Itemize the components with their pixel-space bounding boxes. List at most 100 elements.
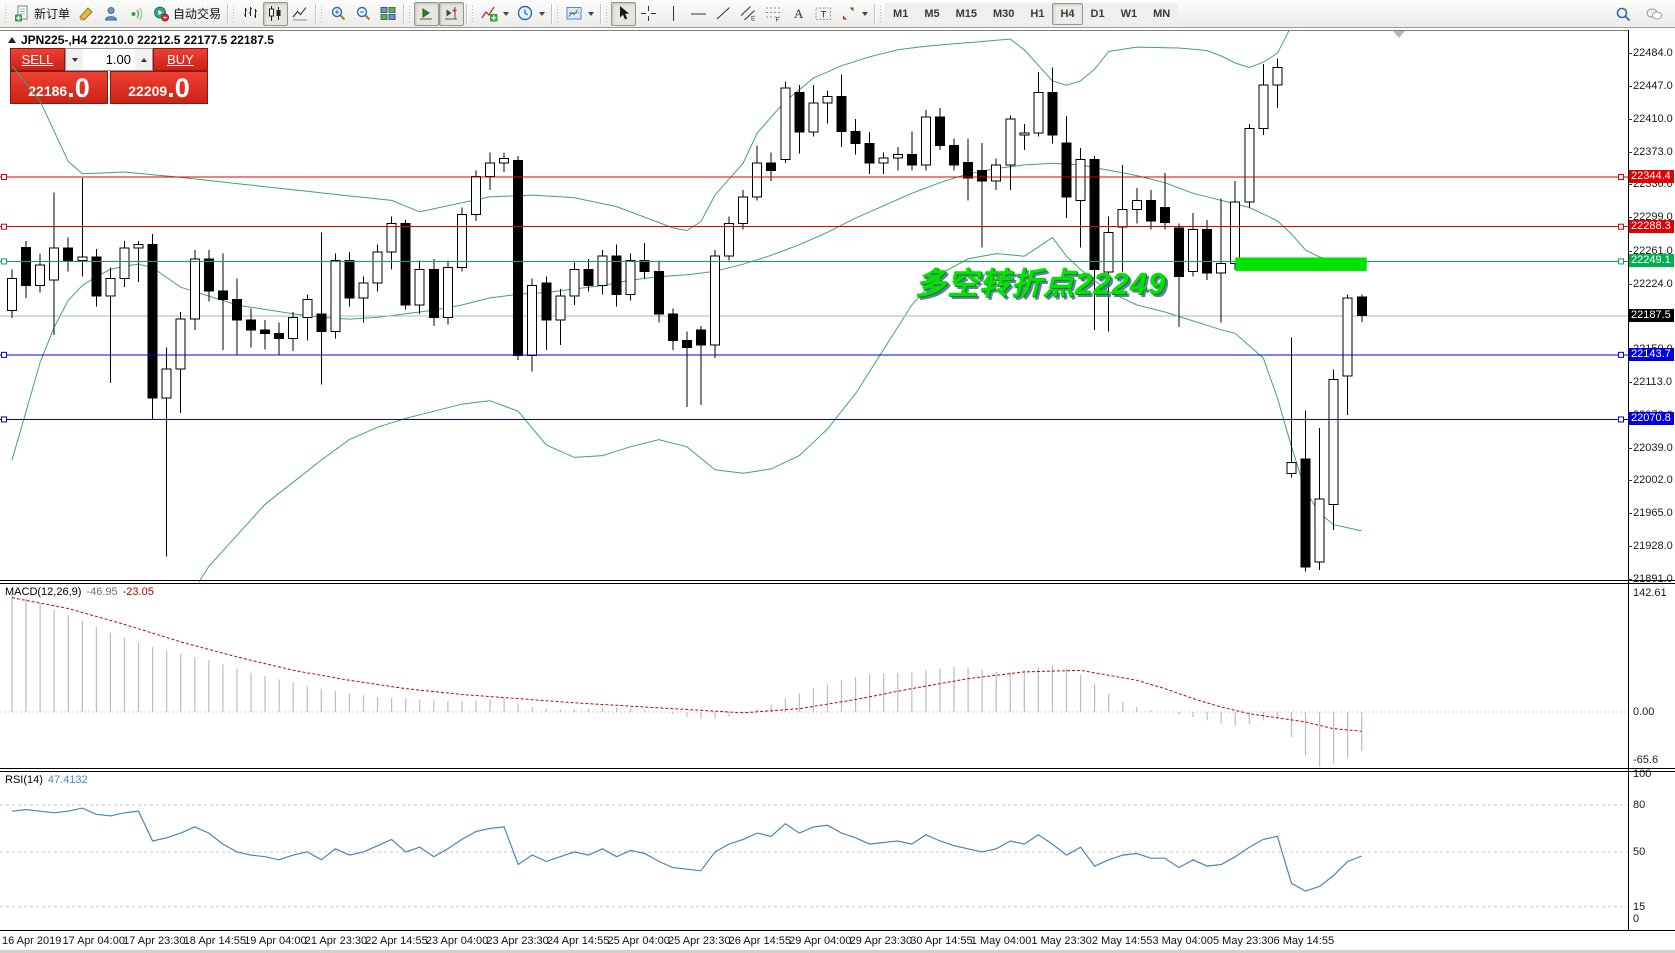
toolbar-button-fibonacci[interactable]: F [761,2,786,26]
highlight-zone[interactable] [1235,257,1367,271]
sell-button[interactable]: SELL [10,48,65,71]
sell-price[interactable]: 22186.0 [10,71,108,104]
rsi-label: RSI(14) 47.4132 [5,774,88,786]
chevron-down-icon[interactable] [862,11,869,16]
timeframe-button-tf-w1[interactable]: W1 [1112,2,1146,25]
price-line-label: 22070.8 [1629,412,1674,426]
toolbar-right [1611,2,1667,26]
macd-panel[interactable] [0,584,1675,768]
timeframe-button-tf-m15[interactable]: M15 [947,2,985,25]
toolbar-button-trendline[interactable] [711,2,736,26]
timeframe-button-tf-m1[interactable]: M1 [885,2,917,25]
volume-increase-button[interactable] [135,49,152,70]
toolbar-button-horizontal-line[interactable] [686,2,711,26]
buy-price[interactable]: 22209.0 [110,71,208,104]
candle-body [1202,229,1213,274]
time-axis-label: 2 May 14:55 [1091,935,1153,947]
toolbar-button-templates[interactable] [562,2,598,26]
toolbar-separator [551,3,553,24]
toolbar-drag-handle[interactable] [320,4,325,23]
volume-input[interactable] [83,49,135,70]
main-price-chart[interactable] [0,30,1675,582]
toolbar-button-chart-shift[interactable] [439,1,465,26]
line-handle[interactable] [1,173,7,180]
toolbar-button-line-chart[interactable] [288,2,313,26]
toolbar-drag-handle[interactable] [556,4,561,23]
separator-main-macd-2[interactable] [0,583,1675,584]
price-axis-tick: 21965.0 [1633,507,1673,520]
pivot-annotation[interactable]: 多空转折点22249 [915,266,1167,301]
line-handle[interactable] [1618,416,1624,423]
timeframe-button-tf-h4[interactable]: H4 [1052,2,1083,25]
toolbar-button-styler[interactable] [74,2,99,26]
toolbar-button-arrows[interactable] [836,2,872,26]
line-handle[interactable] [1,258,7,265]
price-axis-tick: 22447.0 [1633,80,1673,93]
toolbar-button-new-order[interactable]: 新订单 [10,2,74,26]
toolbar-drag-handle[interactable] [879,4,884,23]
toolbar-button-signals[interactable] [124,2,149,26]
candle-body [1145,199,1156,222]
timeframe-button-tf-d1[interactable]: D1 [1082,2,1113,25]
line-handle[interactable] [1618,173,1624,180]
toolbar-drag-handle[interactable] [408,4,413,23]
button-label: M5 [924,7,940,20]
toolbar-button-tile-windows[interactable] [376,2,401,26]
candle-body [105,277,116,297]
toolbar-button-zoom-in[interactable] [326,2,351,26]
macd-label: MACD(12,26,9) -46.95 -23.05 [5,586,154,598]
toolbar-button-equidistant-channel[interactable]: E [736,2,761,26]
price-axis-tick: 21928.0 [1633,539,1673,552]
toolbar-drag-handle[interactable] [605,4,610,23]
candle-body [1188,229,1199,272]
toolbar-button-accounts[interactable] [99,2,124,26]
chevron-down-icon[interactable] [503,11,510,16]
candle-body [1103,231,1114,273]
line-handle[interactable] [1,351,7,358]
toolbar-button-chat[interactable] [1642,2,1667,26]
toolbar-button-text[interactable]: A [786,2,811,26]
rsi-axis-tick: 0 [1633,913,1640,925]
line-handle[interactable] [1,416,7,423]
chevron-down-icon[interactable] [539,11,546,16]
line-handle[interactable] [1618,258,1624,265]
timeframe-button-tf-mn[interactable]: MN [1145,2,1179,25]
line-handle[interactable] [1618,223,1624,230]
toolbar-button-text-label[interactable]: T [811,2,836,26]
timeframe-button-tf-m30[interactable]: M30 [985,2,1023,25]
toolbar-button-vertical-line[interactable] [661,2,686,26]
toolbar-button-candlestick-chart[interactable] [263,1,289,26]
toolbar-button-periods[interactable] [513,2,549,26]
timeframe-button-tf-m5[interactable]: M5 [916,2,948,25]
chevron-down-icon[interactable] [588,11,595,16]
toolbar-button-auto-scroll[interactable] [414,1,440,26]
bottom-strip [0,950,1675,953]
rsi-panel[interactable] [0,772,1675,930]
line-handle[interactable] [1618,351,1624,358]
symbol-header: JPN225-,H4 22210.0 22212.5 22177.5 22187… [8,33,274,47]
toolbar-button-bar-chart[interactable] [238,2,263,26]
chart-window[interactable]: JPN225-,H4 22210.0 22212.5 22177.5 22187… [0,29,1675,950]
collapse-panel-icon[interactable] [8,37,16,43]
toolbar-button-zoom-out[interactable] [351,2,376,26]
toolbar-button-crosshair[interactable] [636,2,661,26]
toolbar-drag-handle[interactable] [4,4,8,23]
template-icon [566,5,583,22]
toolbar-button-search[interactable] [1611,2,1636,26]
toolbar-button-indicators[interactable] [477,2,513,26]
toolbar-button-cursor[interactable] [611,1,637,26]
candle-body [414,269,425,306]
timeframe-button-tf-h1[interactable]: H1 [1022,2,1053,25]
toolbar-drag-handle[interactable] [471,4,476,23]
buy-button[interactable]: BUY [153,48,208,71]
chart-top-border [0,30,1629,31]
volume-decrease-button[interactable] [66,49,83,70]
price-axis-tick: 22113.0 [1633,376,1672,389]
toolbar-separator [600,3,602,24]
chart-end-marker-icon[interactable] [1393,31,1405,38]
candle-body [1258,84,1269,130]
separator-macd-rsi-2[interactable] [0,771,1675,772]
line-handle[interactable] [1,223,7,230]
toolbar-button-auto-trading[interactable]: 自动交易 [149,2,225,26]
toolbar-drag-handle[interactable] [232,4,237,23]
